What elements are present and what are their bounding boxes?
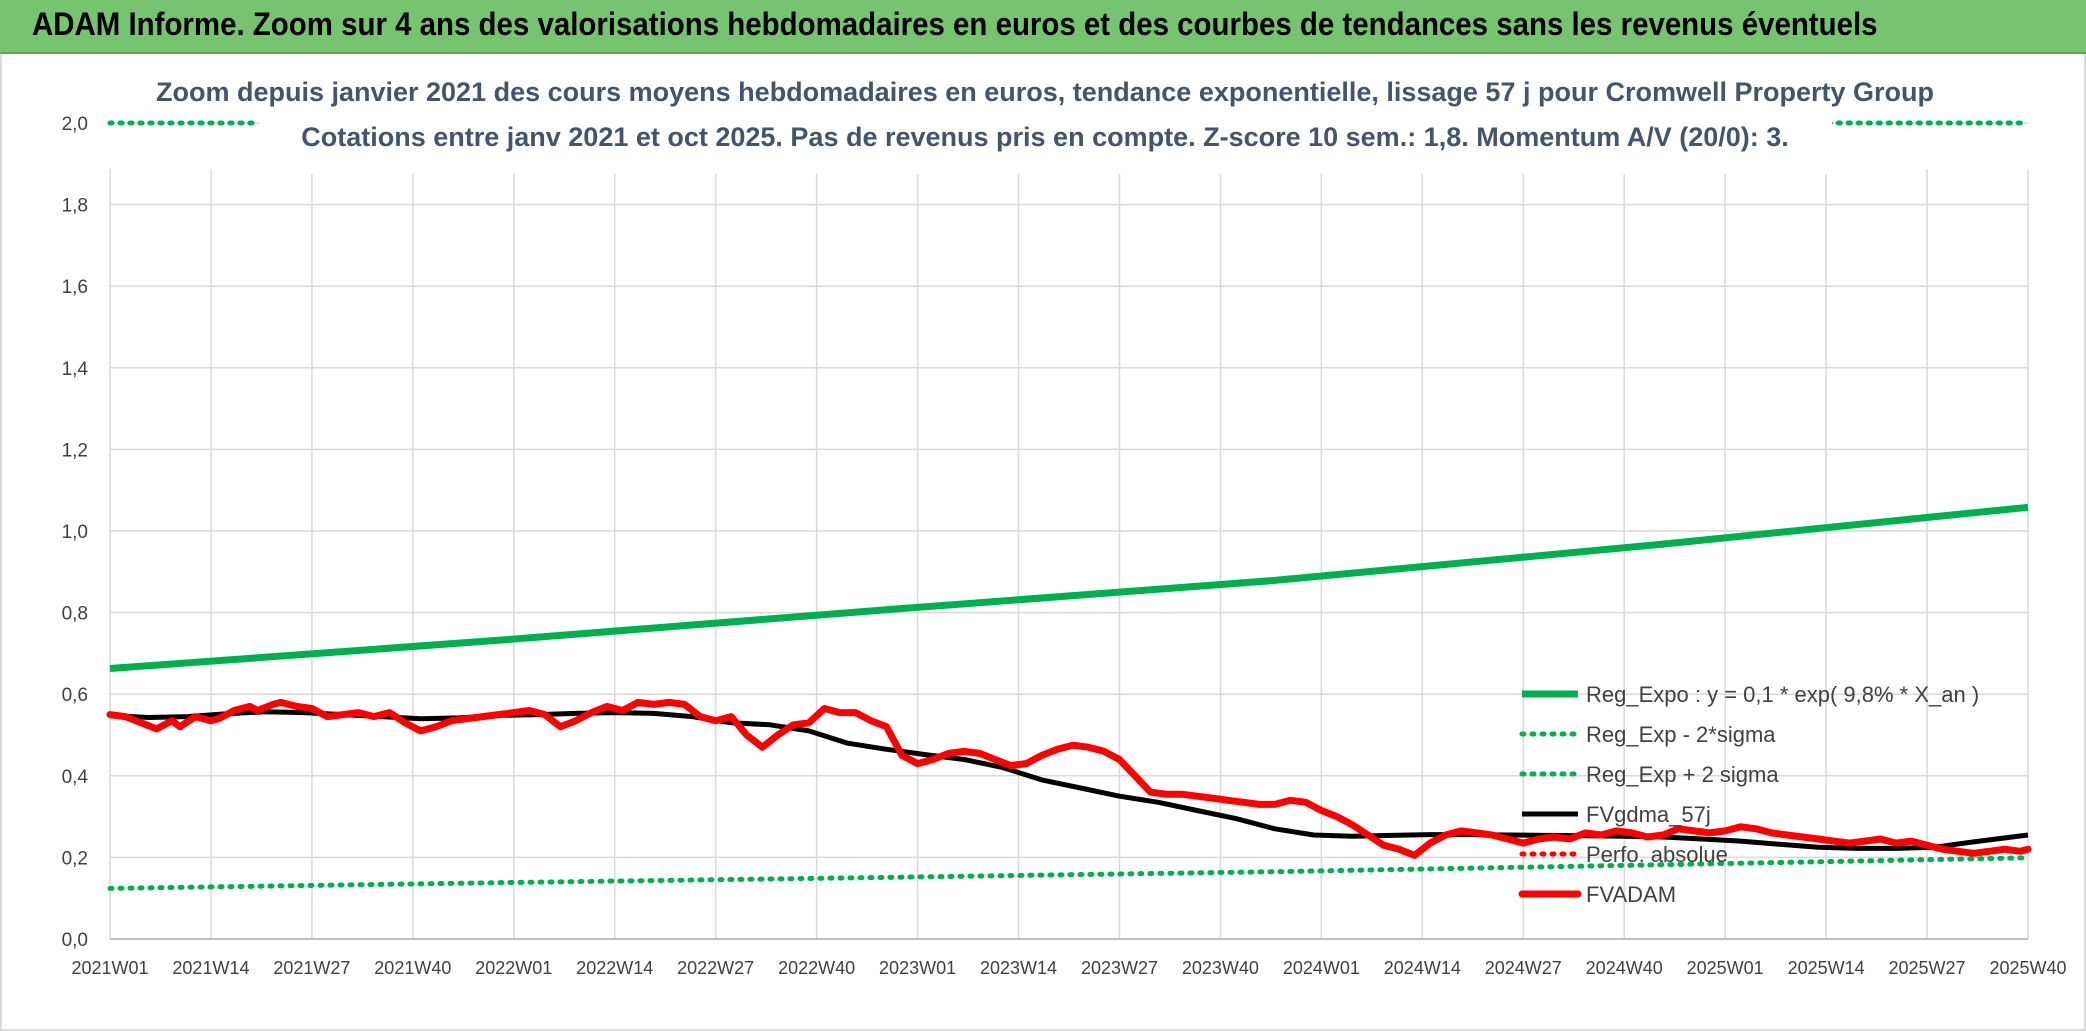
y-tick-label: 1,4: [62, 359, 89, 380]
x-tick-label: 2021W01: [71, 958, 148, 978]
series-reg-exp-2-sigma: [107, 855, 2031, 891]
y-tick-label: 0,4: [62, 767, 89, 788]
x-tick-label: 2025W01: [1687, 958, 1764, 978]
y-axis-ticks: 0,0 0,2 0,4 0,6 0,8 1,0 1,2 1,4 1,6 1,8 2,0: [62, 114, 89, 951]
legend-label: Reg_Exp + 2 sigma: [1586, 762, 1779, 787]
legend-label: Reg_Exp - 2*sigma: [1586, 722, 1776, 747]
y-tick-label: 1,0: [62, 522, 88, 543]
x-tick-label: 2021W40: [374, 958, 451, 978]
x-tick-label: 2025W27: [1889, 958, 1966, 978]
y-tick-label: 0,8: [62, 604, 88, 625]
report-title: ADAM Informe. Zoom sur 4 ans des valoris…: [32, 6, 1878, 42]
line-chart: 0,0 0,2 0,4 0,6 0,8 1,0 1,2 1,4 1,6 1,8 2,0 2021W0…: [62, 66, 2067, 978]
y-tick-label: 1,6: [62, 277, 88, 298]
x-tick-label: 2022W01: [475, 958, 552, 978]
y-tick-label: 0,2: [62, 848, 88, 869]
x-tick-label: 2022W27: [677, 958, 754, 978]
chart-title-line2: Cotations entre janv 2021 et oct 2025. P…: [301, 122, 1789, 152]
x-tick-label: 2025W40: [1989, 958, 2066, 978]
series-reg-expo-y-0-1-exp-9-8-x-an: [109, 503, 2029, 672]
x-tick-label: 2023W01: [879, 958, 956, 978]
y-tick-label: 1,8: [62, 196, 88, 217]
series-fvadam: [106, 698, 2032, 859]
grid: [109, 122, 2029, 940]
x-tick-label: 2021W14: [172, 958, 249, 978]
y-tick-label: 0,0: [62, 930, 88, 951]
y-tick-label: 1,2: [62, 440, 88, 461]
x-tick-label: 2024W40: [1586, 958, 1663, 978]
legend-label: Reg_Expo : y = 0,1 * exp( 9,8% * X_an ): [1586, 682, 1979, 707]
chart-frame: 0,0 0,2 0,4 0,6 0,8 1,0 1,2 1,4 1,6 1,8 2,0 2021W0…: [0, 54, 2086, 1031]
x-tick-label: 2022W14: [576, 958, 653, 978]
x-tick-label: 2022W40: [778, 958, 855, 978]
x-tick-label: 2023W40: [1182, 958, 1259, 978]
title-background: [260, 66, 1832, 174]
legend: Reg_Expo : y = 0,1 * exp( 9,8% * X_an ) R…: [1518, 682, 1979, 907]
legend-label: FVgdma_57j: [1586, 802, 1711, 827]
legend-label: Perfo. absolue: [1586, 842, 1728, 867]
y-tick-label: 0,6: [62, 685, 88, 706]
x-tick-label: 2024W01: [1283, 958, 1360, 978]
x-axis-ticks: 2021W01 2021W14 2021W27 2021W40 2022W01 2022W…: [71, 958, 2066, 978]
chart-title-line1: Zoom depuis janvier 2021 des cours moyen…: [156, 77, 1934, 107]
x-tick-label: 2025W14: [1788, 958, 1865, 978]
x-tick-label: 2023W14: [980, 958, 1057, 978]
series-fvgdma-57j: [109, 709, 2029, 851]
x-tick-label: 2024W27: [1485, 958, 1562, 978]
x-tick-label: 2021W27: [273, 958, 350, 978]
legend-label: FVADAM: [1586, 882, 1676, 907]
y-tick-label: 2,0: [62, 114, 88, 135]
x-tick-label: 2024W14: [1384, 958, 1461, 978]
x-tick-label: 2023W27: [1081, 958, 1158, 978]
series-layer: [106, 120, 2032, 891]
report-banner: ADAM Informe. Zoom sur 4 ans des valoris…: [0, 0, 2086, 54]
